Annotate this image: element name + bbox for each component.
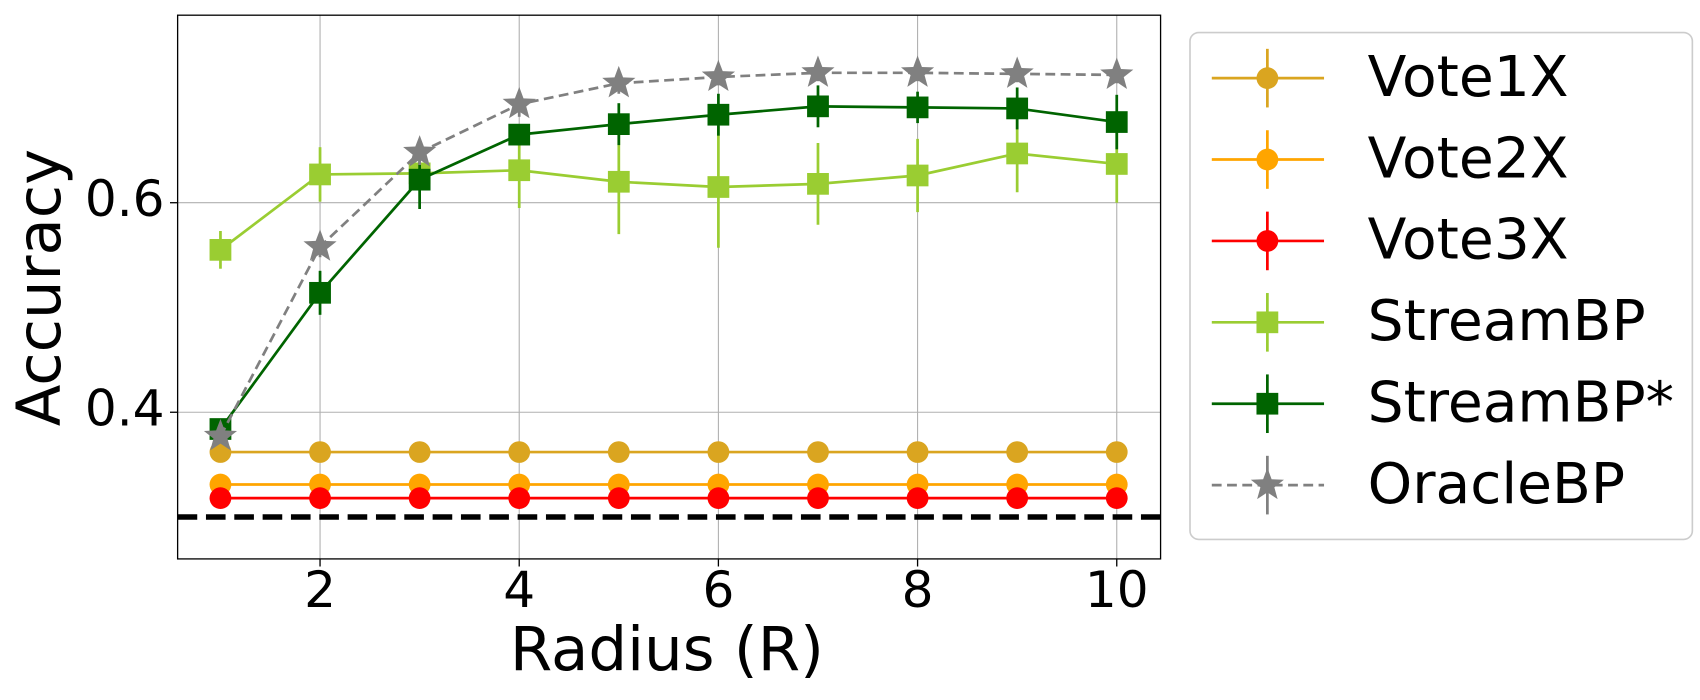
y-axis-label: Accuracy <box>4 149 75 426</box>
marker <box>1105 487 1128 510</box>
marker <box>309 441 331 463</box>
marker <box>203 419 238 451</box>
marker <box>1105 153 1128 175</box>
marker <box>906 487 929 510</box>
legend-label: Vote2X <box>1368 126 1569 191</box>
x-axis-label: Radius (R) <box>510 614 824 685</box>
marker <box>309 163 331 186</box>
series-line <box>219 152 1117 251</box>
legend-label: Vote3X <box>1368 208 1569 273</box>
marker <box>607 441 630 463</box>
marker <box>707 441 730 463</box>
legend-marker <box>1256 67 1279 89</box>
marker <box>901 55 935 87</box>
legend-label: StreamBP <box>1368 289 1646 354</box>
marker <box>906 164 929 187</box>
x-tick-label: 2 <box>304 561 336 619</box>
marker <box>1000 56 1034 88</box>
marker <box>1006 97 1029 120</box>
marker <box>1105 441 1128 463</box>
marker <box>807 95 829 118</box>
marker <box>502 86 536 119</box>
plot-frame <box>176 14 1162 560</box>
marker <box>408 168 431 191</box>
legend-marker <box>1256 148 1279 171</box>
legend-label: Vote1X <box>1368 45 1569 110</box>
legend-marker <box>1256 392 1279 415</box>
x-tick-label: 4 <box>503 561 535 619</box>
marker <box>707 103 730 126</box>
legend-marker <box>1250 467 1284 500</box>
legend-marker <box>1256 230 1279 252</box>
x-tick-label: 10 <box>1085 561 1149 619</box>
y-tick-label: 0.4 <box>85 380 165 438</box>
marker <box>1006 441 1029 463</box>
marker <box>707 176 730 198</box>
marker <box>807 487 829 510</box>
marker <box>209 239 232 261</box>
marker <box>408 441 431 463</box>
marker <box>309 281 331 304</box>
marker <box>408 487 431 510</box>
marker <box>801 55 835 87</box>
legend-label: StreamBP* <box>1368 371 1674 436</box>
series-line <box>219 104 1117 430</box>
marker <box>607 113 630 136</box>
marker <box>508 123 531 146</box>
marker <box>309 487 331 510</box>
marker <box>607 170 630 193</box>
marker <box>807 441 829 463</box>
marker <box>303 229 337 261</box>
marker <box>1105 111 1128 133</box>
marker <box>906 441 929 463</box>
y-tick-label: 0.6 <box>85 170 165 228</box>
legend-marker <box>1256 311 1279 334</box>
marker <box>807 173 829 195</box>
marker <box>701 59 736 92</box>
series-line <box>219 71 1117 437</box>
marker <box>508 487 531 510</box>
marker <box>602 65 636 98</box>
marker <box>209 487 232 510</box>
marker <box>508 159 531 182</box>
marker <box>707 487 730 510</box>
marker <box>906 96 929 119</box>
marker <box>1100 57 1134 89</box>
marker <box>607 487 630 510</box>
x-tick-label: 8 <box>902 561 934 619</box>
marker <box>508 441 531 463</box>
marker <box>1006 487 1029 510</box>
marker <box>1006 142 1029 165</box>
marker <box>403 135 437 167</box>
x-tick-label: 6 <box>702 561 734 619</box>
legend-label: OracleBP <box>1368 452 1625 517</box>
